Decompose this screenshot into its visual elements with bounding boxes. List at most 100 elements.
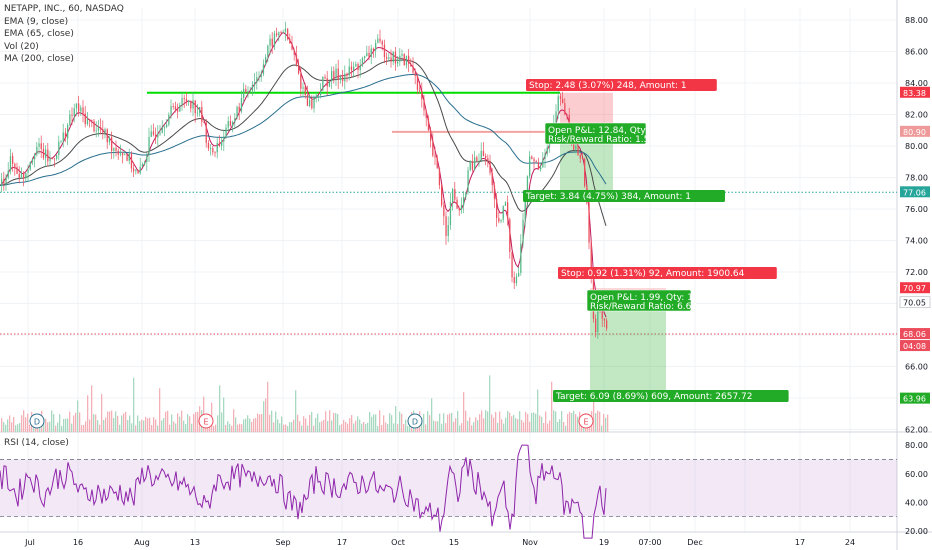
- volume-bar: [501, 419, 503, 432]
- volume-bar: [445, 423, 447, 432]
- volume-bar: [337, 414, 339, 432]
- candle: [302, 87, 304, 89]
- volume-bar: [19, 422, 21, 432]
- candle: [432, 140, 434, 156]
- candle: [163, 126, 166, 128]
- candle: [234, 118, 236, 123]
- volume-bar: [241, 424, 243, 432]
- candle: [196, 112, 199, 114]
- candle: [12, 156, 14, 164]
- volume-bar: [21, 415, 23, 432]
- volume-bar: [59, 414, 61, 432]
- candle: [254, 82, 256, 85]
- candle: [185, 98, 188, 102]
- candle: [573, 141, 575, 150]
- candle: [166, 124, 168, 127]
- candle: [78, 103, 80, 112]
- volume-bar: [249, 418, 251, 432]
- candle: [289, 39, 291, 44]
- candle: [447, 225, 449, 236]
- volume-bar: [227, 421, 229, 432]
- price-axis[interactable]: 88.00 86.00 84.00 82.00 80.00 78.00 76.00 74.00…: [899, 16, 931, 536]
- volume-bar: [47, 422, 49, 432]
- legend-ema-65[interactable]: EMA (65, close): [4, 29, 74, 39]
- candle: [359, 65, 361, 71]
- candle: [102, 129, 104, 133]
- candle: [199, 107, 201, 113]
- candle: [606, 320, 608, 329]
- candle: [485, 156, 487, 159]
- volume-bar: [149, 417, 151, 432]
- candle: [179, 104, 181, 112]
- candle: [14, 163, 16, 168]
- volume-bar: [467, 420, 469, 432]
- volume-bar: [177, 413, 179, 432]
- candle: [434, 155, 436, 158]
- candle: [405, 55, 408, 66]
- volume-bar: [527, 413, 529, 432]
- rsi-tick-label: 60.00: [905, 470, 928, 479]
- time-tick-label: 24: [845, 538, 855, 547]
- volume-bar: [181, 410, 183, 432]
- volume-bar: [257, 413, 259, 432]
- candle: [500, 219, 502, 222]
- volume-bar: [461, 423, 463, 432]
- price-label: 68.06: [903, 330, 926, 339]
- volume-bar: [379, 410, 381, 432]
- pnl-label: Open P&L: 12.84, Qty: 0: [548, 126, 657, 136]
- candle: [504, 202, 507, 206]
- volume-bar: [253, 418, 255, 432]
- volume-bar: [233, 409, 235, 432]
- volume-bar: [3, 422, 5, 432]
- volume-bar: [487, 411, 489, 432]
- time-tick-label: 07:00: [638, 538, 661, 547]
- legend-ema-9[interactable]: EMA (9, close): [4, 16, 69, 27]
- candle: [45, 149, 47, 158]
- volume-bar: [589, 424, 591, 432]
- volume-bar: [437, 421, 439, 432]
- candle: [73, 108, 75, 116]
- candle: [304, 87, 306, 96]
- candle: [546, 147, 548, 154]
- candle: [284, 28, 287, 32]
- price-label: 04:08: [903, 342, 926, 351]
- candle: [203, 121, 205, 123]
- legend-volume[interactable]: Vol (20): [4, 41, 39, 52]
- candle: [419, 89, 421, 91]
- volume-bar: [7, 419, 9, 432]
- candle: [311, 99, 313, 109]
- candle: [353, 66, 355, 71]
- volume-bar: [567, 413, 569, 432]
- volume-bar: [95, 414, 97, 432]
- volume-bar: [89, 419, 91, 432]
- candle: [31, 159, 34, 163]
- volume-bar: [217, 415, 219, 432]
- legend-ma-200[interactable]: MA (200, close): [4, 54, 74, 64]
- candle: [207, 142, 210, 149]
- volume-bar: [133, 377, 135, 432]
- volume-bar: [79, 412, 81, 432]
- candle: [357, 63, 359, 71]
- time-axis[interactable]: Jul 16 Aug 13 Sep 17 Oct 15 Nov 19 07:00 Dec 17 24: [24, 538, 855, 547]
- volume-bar: [505, 417, 507, 432]
- volume-bar: [463, 392, 465, 432]
- price-label: 77.06: [903, 188, 926, 197]
- volume-bar: [597, 410, 599, 432]
- volume-bar: [447, 414, 449, 432]
- candle: [320, 90, 322, 96]
- rsi-legend[interactable]: RSI (14, close): [4, 438, 69, 448]
- candle: [487, 158, 489, 161]
- volume-bar: [173, 421, 175, 432]
- volume-bar: [577, 416, 579, 432]
- price-label: 70.05: [903, 299, 926, 308]
- candle: [383, 44, 386, 58]
- candle: [454, 189, 456, 200]
- candle: [75, 103, 78, 109]
- candle: [381, 41, 383, 45]
- candle: [555, 111, 557, 123]
- candle: [370, 48, 372, 57]
- volume-bar: [349, 418, 351, 432]
- candle: [280, 32, 282, 33]
- candle: [133, 168, 135, 172]
- volume-bar: [397, 424, 399, 432]
